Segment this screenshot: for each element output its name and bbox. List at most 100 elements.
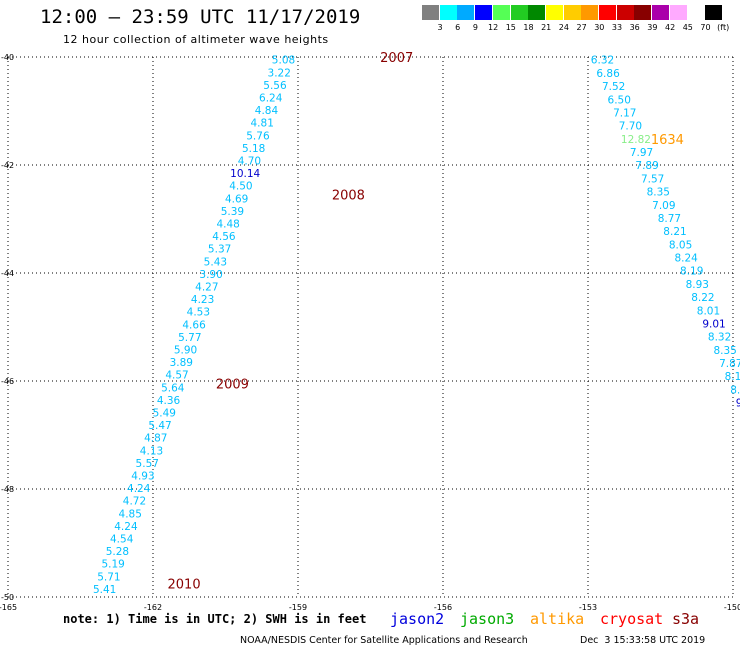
legend-swatch: [545, 5, 563, 20]
wave-height-value: 6.24: [259, 93, 283, 105]
wave-height-value: 5.71: [97, 571, 120, 583]
wave-height-value: 4.87: [144, 433, 167, 445]
y-tick-label: -48: [1, 485, 14, 494]
wave-height-plot: -165 -162 -159 -156 -153 -150 -40 -42 -44 -46 -48 -…: [0, 51, 740, 610]
legend-swatch: [492, 5, 510, 20]
legend-label: 21: [541, 23, 552, 32]
legend-swatch: [599, 5, 616, 20]
wave-height-value: 4.53: [187, 307, 210, 319]
wave-height-value: 7.97: [630, 147, 653, 159]
wave-height-value: 7.09: [652, 200, 675, 212]
wave-height-value: 4.93: [131, 471, 154, 483]
wave-height-value: 4.13: [140, 445, 163, 457]
wave-height-value: 4.36: [157, 395, 181, 407]
wave-height-value: 4.70: [238, 156, 261, 168]
legend-label: 12: [488, 23, 499, 32]
legend-label: 30: [594, 23, 605, 32]
wave-height-value: 6.86: [596, 68, 620, 80]
wave-height-value: 6.50: [608, 94, 631, 106]
wave-height-value: 3.22: [268, 67, 291, 79]
wave-height-value: 5.28: [106, 546, 129, 558]
chart-title: 12:00 – 23:59 UTC 11/17/2019: [40, 6, 361, 28]
wave-height-value: 5.08: [272, 55, 295, 67]
wave-height-value: 8.22: [691, 292, 714, 304]
satellite-altika: altika: [530, 610, 585, 628]
y-tick-label: -42: [1, 161, 14, 170]
legend-label: 39: [647, 23, 658, 32]
time-label: 2009: [216, 378, 249, 393]
time-label: 2007: [380, 51, 413, 66]
y-tick-label: -44: [1, 269, 14, 278]
wave-height-value: 5.49: [153, 408, 176, 420]
wave-height-value: 4.56: [212, 231, 236, 243]
wave-height-value: 8.24: [674, 253, 698, 265]
wave-height-value: 7.17: [613, 107, 636, 119]
legend-swatch: [616, 5, 634, 20]
credit-line: NOAA/NESDIS Center for Satellite Applica…: [240, 635, 528, 646]
wave-height-value: 9.01: [702, 318, 725, 330]
wave-height-value: 5.57: [136, 458, 159, 470]
x-tick-label: -162: [144, 603, 162, 610]
legend-label: (ft): [717, 23, 730, 32]
wave-height-value: 4.85: [119, 508, 142, 520]
wave-height-value: 4.72: [123, 496, 146, 508]
wave-height-value: 4.27: [195, 282, 218, 294]
legend-label: 45: [682, 23, 693, 32]
time-label: 1634: [651, 133, 684, 148]
wave-height-value: 5.18: [242, 143, 265, 155]
wave-height-value: 5.90: [174, 345, 197, 357]
wave-height-value: 5.19: [101, 559, 124, 571]
wave-height-value: 3.89: [170, 357, 193, 369]
wave-height-value: 8.35: [713, 345, 736, 357]
legend-swatch: [457, 5, 475, 20]
time-label: 2008: [332, 189, 365, 204]
wave-height-value: 4.81: [251, 118, 274, 130]
wave-height-value: 8.01: [697, 305, 720, 317]
time-label: 2010: [168, 578, 201, 593]
wave-height-value: 4.54: [110, 534, 134, 546]
legend-swatch: [563, 5, 581, 20]
legend-label: 18: [523, 23, 534, 32]
wave-height-value: 8.43: [730, 384, 740, 396]
wave-height-value: 12.82: [621, 134, 651, 146]
y-tick-label: -46: [1, 377, 14, 386]
legend-label: 33: [611, 23, 623, 32]
wave-height-value: 4.23: [191, 294, 214, 306]
wave-height-value: 4.69: [225, 193, 248, 205]
wave-height-value: 10.14: [230, 168, 260, 180]
wave-height-value: 4.66: [182, 319, 206, 331]
wave-height-value: 5.77: [178, 332, 201, 344]
y-tick-label: -50: [1, 593, 14, 602]
satellite-jason2: jason2: [390, 610, 445, 628]
legend-swatch: [652, 5, 670, 20]
wave-height-value: 7.89: [635, 160, 658, 172]
legend-label: 70: [700, 23, 711, 32]
wave-height-value: 8.05: [669, 239, 692, 251]
wave-height-value: 5.64: [161, 382, 185, 394]
legend-label: 27: [576, 23, 587, 32]
footer-note: note: 1) Time is in UTC; 2) SWH is in fe…: [63, 612, 367, 626]
wave-height-value: 5.37: [208, 244, 231, 256]
legend-swatch: [528, 5, 546, 20]
wave-height-value: 8.77: [658, 213, 681, 225]
legend-label: 15: [505, 23, 516, 32]
wave-height-value: 7.57: [641, 173, 664, 185]
legend-label: 6: [455, 23, 461, 32]
wave-height-value: 5.41: [93, 584, 116, 596]
legend-label: 3: [437, 23, 443, 32]
legend-swatch: [475, 5, 493, 20]
legend-swatch: [669, 5, 687, 20]
wave-height-value: 5.76: [246, 130, 270, 142]
wave-height-value: 4.24: [127, 483, 151, 495]
legend-label: 36: [629, 23, 640, 32]
wave-height-value: 7.87: [719, 358, 740, 370]
legend-swatch: [634, 5, 652, 20]
wave-height-value: 8.10: [725, 371, 740, 383]
wave-height-value: 4.50: [229, 181, 252, 193]
wave-height-value: 9.09: [736, 398, 740, 410]
wave-height-value: 7.52: [602, 81, 625, 93]
satellite-cryosat: cryosat: [600, 610, 664, 628]
legend-swatch: [510, 5, 528, 20]
chart-subtitle: 12 hour collection of altimeter wave hei…: [63, 33, 329, 46]
wave-height-value: 8.19: [680, 266, 703, 278]
